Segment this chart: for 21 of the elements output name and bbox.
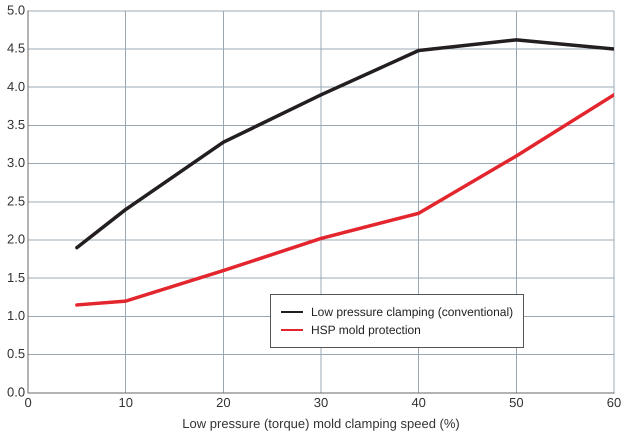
y-tick-label: 0.5 [6,346,26,362]
x-axis-title: Low pressure (torque) mold clamping speed (%) [182,416,460,431]
y-tick-label: 0.0 [6,384,26,400]
y-tick-label: 2.5 [6,193,26,208]
legend-label: HSP mold protection [311,322,421,337]
x-tick-label: 50 [509,395,524,410]
y-tick-label: 4.5 [6,40,26,56]
y-tick-label: 5.0 [6,2,26,18]
x-tick-label: 40 [411,395,426,410]
y-tick-label: 2.0 [6,232,26,247]
y-tick-label: 3.0 [6,155,26,170]
x-tick-label: 60 [606,395,622,410]
x-tick-label: 0 [24,395,32,410]
y-tick-label: 3.5 [6,116,26,132]
x-tick-label: 20 [216,395,231,410]
legend-label: Low pressure clamping (conventional) [311,304,514,319]
y-tick-label: 1.0 [6,308,26,323]
y-tick-label: 4.0 [6,78,26,94]
x-tick-label: 10 [118,395,133,410]
y-tick-label: 1.5 [6,270,26,285]
x-tick-label: 30 [314,395,328,410]
